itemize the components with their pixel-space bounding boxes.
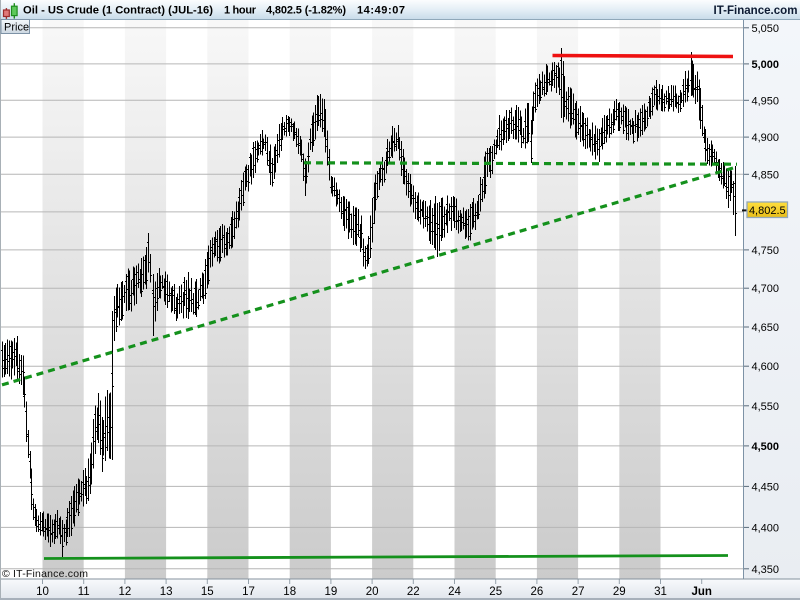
- svg-text:15: 15: [201, 586, 214, 598]
- svg-text:5,000: 5,000: [752, 59, 780, 71]
- svg-text:4,350: 4,350: [752, 564, 780, 576]
- svg-text:17: 17: [242, 586, 255, 598]
- svg-text:20: 20: [366, 586, 379, 598]
- svg-text:© IT-Finance.com: © IT-Finance.com: [2, 568, 88, 580]
- svg-text:12: 12: [119, 586, 132, 598]
- svg-text:Price: Price: [4, 22, 29, 34]
- svg-text:27: 27: [572, 586, 585, 598]
- svg-text:4,500: 4,500: [752, 441, 780, 453]
- svg-text:19: 19: [325, 586, 338, 598]
- svg-text:4,600: 4,600: [752, 361, 780, 373]
- svg-text:18: 18: [283, 586, 296, 598]
- svg-text:26: 26: [531, 586, 544, 598]
- svg-text:29: 29: [613, 586, 626, 598]
- svg-text:4,850: 4,850: [752, 169, 780, 181]
- svg-text:4,802.5 (-1.82%): 4,802.5 (-1.82%): [266, 5, 346, 17]
- svg-text:13: 13: [160, 586, 173, 598]
- svg-text:10: 10: [36, 586, 49, 598]
- svg-text:Oil - US Crude (1 Contract) (J: Oil - US Crude (1 Contract) (JUL-16): [23, 5, 213, 17]
- svg-text:4,650: 4,650: [752, 322, 780, 334]
- svg-text:11: 11: [78, 586, 90, 598]
- svg-text:4,900: 4,900: [752, 132, 780, 144]
- svg-text:1 hour: 1 hour: [224, 5, 257, 17]
- svg-text:24: 24: [448, 586, 461, 598]
- svg-text:14:49:07: 14:49:07: [357, 5, 405, 17]
- svg-text:4,400: 4,400: [752, 522, 780, 534]
- svg-text:Jun: Jun: [691, 586, 711, 598]
- svg-text:22: 22: [407, 586, 420, 598]
- svg-text:4,950: 4,950: [752, 95, 780, 107]
- svg-text:4,802.5: 4,802.5: [749, 205, 786, 217]
- svg-text:4,550: 4,550: [752, 401, 780, 413]
- svg-text:4,750: 4,750: [752, 245, 780, 257]
- svg-text:5,050: 5,050: [752, 23, 780, 35]
- svg-text:25: 25: [489, 586, 502, 598]
- svg-text:4,450: 4,450: [752, 481, 780, 493]
- svg-text:IT-Finance.com: IT-Finance.com: [714, 3, 798, 17]
- svg-text:4,700: 4,700: [752, 283, 780, 295]
- svg-text:31: 31: [654, 586, 667, 598]
